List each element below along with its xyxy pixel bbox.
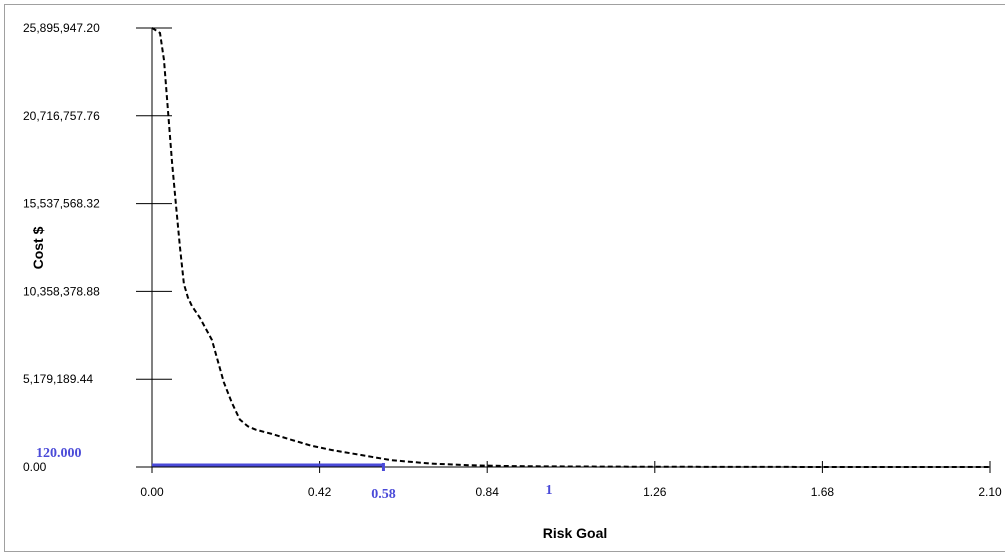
y-axis-title: Cost $ (30, 226, 46, 269)
x-tick-label: 0.84 (476, 485, 500, 499)
x-axis-ticks: 0.00 0.42 0.84 1.26 1.68 2.10 (140, 461, 1002, 499)
highlight-extra-label: 1 (546, 483, 553, 498)
x-tick-label: 0.00 (140, 485, 164, 499)
axes (151, 28, 990, 468)
x-tick-label: 0.42 (308, 485, 332, 499)
series-line (151, 27, 990, 468)
y-axis-ticks: 0.00 5,179,189.44 10,358,378.88 15,537,568.… (23, 21, 172, 474)
y-tick-label: 0.00 (23, 460, 47, 474)
highlight-y-label: 120.000 (36, 446, 82, 461)
y-tick-label: 15,537,568.32 (23, 197, 100, 211)
highlight-x-label: 0.58 (371, 487, 396, 502)
y-tick-label: 20,716,757.76 (23, 109, 100, 123)
y-tick-label: 25,895,947.20 (23, 21, 100, 35)
highlight-group: 0.58 120.000 1 (36, 446, 553, 502)
y-tick-label: 5,179,189.44 (23, 372, 93, 386)
chart-frame (4, 4, 1005, 552)
series-group (151, 27, 990, 468)
x-tick-label: 1.26 (643, 485, 667, 499)
x-tick-label: 1.68 (811, 485, 835, 499)
x-axis-title: Risk Goal (543, 525, 608, 541)
x-tick-label: 2.10 (978, 485, 1002, 499)
y-tick-label: 10,358,378.88 (23, 284, 100, 298)
